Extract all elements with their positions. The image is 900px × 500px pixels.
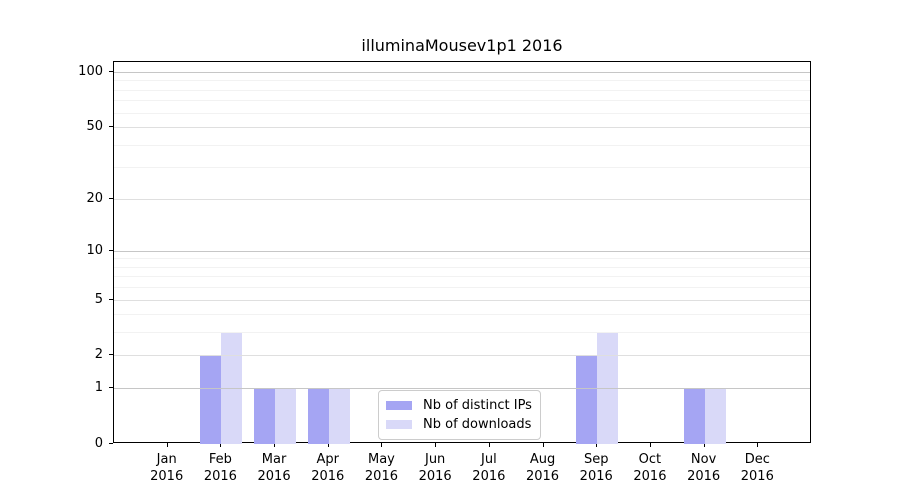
y-axis-tick-label-20: 20 [86,190,103,206]
x-axis-tick-label-dec-2016: Dec 2016 [740,452,774,484]
legend-swatch-nb-of-distinct-ips [386,401,412,410]
y-axis-tick-label-50: 50 [86,119,103,135]
gridline-y-30 [114,167,810,169]
x-axis-tick-label-aug-2016: Aug 2016 [525,452,560,484]
gridline-y-60 [114,112,810,114]
y-axis-tick-label-0: 0 [94,436,103,451]
bar-nb-of-downloads-sep-2016 [597,332,619,444]
x-axis-tick-apr-2016 [327,443,329,447]
x-axis-tick-label-sep-2016: Sep 2016 [579,452,613,484]
bar-nb-of-downloads-nov-2016 [704,388,726,444]
gridline-y-40 [114,144,810,146]
gridline-y-10 [114,250,810,252]
y-axis-tick-label-10: 10 [86,242,103,258]
y-axis-tick-10 [109,249,113,251]
x-axis-tick-aug-2016 [542,443,544,447]
bar-nb-of-distinct-ips-apr-2016 [307,388,329,444]
bar-nb-of-downloads-feb-2016 [221,332,243,444]
chart-title: illuminaMousev1p1 2016 [361,36,563,55]
y-axis-tick-50 [109,126,113,128]
x-axis-tick-jul-2016 [488,443,490,447]
x-axis-tick-may-2016 [381,443,383,447]
x-axis-tick-label-may-2016: May 2016 [364,452,398,484]
x-axis-tick-label-nov-2016: Nov 2016 [687,452,721,484]
gridline-y-6 [114,287,810,289]
gridline-y-20 [114,198,810,200]
bar-nb-of-distinct-ips-mar-2016 [254,388,276,444]
gridline-y-4 [114,314,810,316]
y-axis-tick-label-2: 2 [94,347,103,363]
x-axis-tick-sep-2016 [596,443,598,447]
x-axis-tick-label-jun-2016: Jun 2016 [418,452,452,484]
y-axis-tick-100 [109,71,113,72]
gridline-y-3 [114,332,810,334]
x-axis-tick-nov-2016 [703,443,705,447]
y-axis-tick-label-100: 100 [78,64,103,79]
legend-row-nb-of-downloads: Nb of downloads [386,417,532,432]
bar-nb-of-distinct-ips-feb-2016 [200,355,222,444]
gridline-y-80 [114,89,810,91]
gridline-y-70 [114,100,810,102]
legend-row-nb-of-distinct-ips: Nb of distinct IPs [386,398,532,413]
x-axis-tick-label-feb-2016: Feb 2016 [203,452,237,484]
y-axis-tick-5 [109,298,113,300]
x-axis-tick-label-jul-2016: Jul 2016 [472,452,506,484]
legend: Nb of distinct IPs Nb of downloads [378,390,541,440]
y-axis-tick-2 [109,354,113,356]
gridline-y-7 [114,276,810,278]
x-axis-tick-dec-2016 [757,443,759,447]
x-axis-tick-jan-2016 [166,443,168,447]
legend-label-nb-of-downloads: Nb of downloads [423,417,532,432]
y-axis-tick-label-5: 5 [94,291,103,307]
gridline-y-100 [114,72,810,73]
gridline-y-8 [114,266,810,268]
x-axis-tick-label-apr-2016: Apr 2016 [311,452,345,484]
x-axis-tick-jun-2016 [435,443,437,447]
bar-nb-of-distinct-ips-nov-2016 [683,388,705,444]
gridline-y-5 [114,299,810,301]
gridline-y-2 [114,355,810,357]
gridline-y-90 [114,80,810,82]
x-axis-tick-oct-2016 [649,443,651,447]
y-axis-tick-1 [109,387,113,389]
y-axis-tick-0 [109,443,113,444]
x-axis-tick-label-jan-2016: Jan 2016 [150,452,184,484]
y-axis-tick-label-1: 1 [94,380,103,396]
plot-area [113,61,811,444]
x-axis-tick-feb-2016 [220,443,222,447]
x-axis-tick-label-mar-2016: Mar 2016 [257,452,291,484]
gridline-y-9 [114,258,810,260]
bar-nb-of-distinct-ips-sep-2016 [576,355,598,444]
x-axis-tick-mar-2016 [274,443,276,447]
y-axis-tick-20 [109,197,113,199]
legend-swatch-nb-of-downloads [386,420,412,429]
gridline-y-50 [114,127,810,129]
bar-nb-of-downloads-mar-2016 [275,388,297,444]
legend-label-nb-of-distinct-ips: Nb of distinct IPs [423,398,532,413]
gridline-y-1 [114,388,810,390]
x-axis-tick-label-oct-2016: Oct 2016 [633,452,667,484]
bar-nb-of-downloads-apr-2016 [328,388,350,444]
